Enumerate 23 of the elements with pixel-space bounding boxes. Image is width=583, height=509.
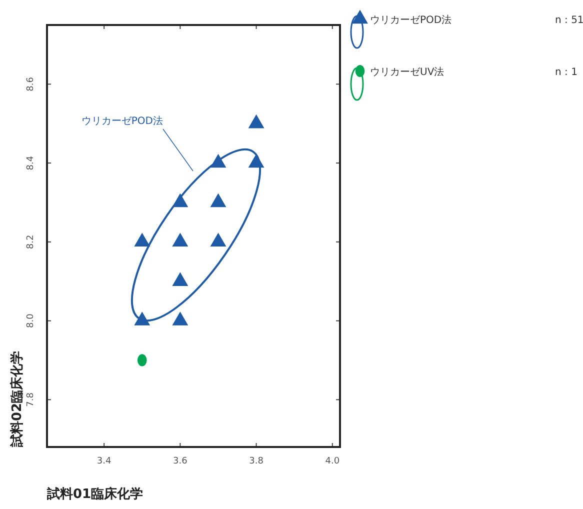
- point: [172, 312, 188, 326]
- x-tick-label: 3.6: [173, 456, 188, 466]
- y-tick-label: 7.8: [26, 392, 36, 407]
- x-tick-label: 3.8: [249, 456, 264, 466]
- y-axis-title: 試料02臨床化学: [9, 350, 25, 448]
- text: n : 51: [555, 15, 583, 26]
- x-axis-title: 試料01臨床化学: [46, 486, 144, 502]
- y-tick-label: 8.6: [26, 76, 36, 92]
- y-tick-label: 8.2: [26, 234, 36, 250]
- text: n : 1: [555, 67, 578, 78]
- point: [172, 272, 188, 286]
- annotation: ウリカーゼPOD法: [81, 115, 163, 127]
- y-tick-label: 8.0: [26, 313, 36, 328]
- x-tick-label: 4.0: [325, 456, 340, 466]
- legend-label: ウリカーゼUV法: [370, 66, 444, 78]
- point: [210, 193, 226, 208]
- point: [248, 114, 264, 128]
- point: [172, 232, 188, 247]
- x-tick-label: 3.4: [96, 456, 112, 466]
- point: [134, 232, 150, 247]
- legend-label: ウリカーゼPOD法: [370, 14, 452, 26]
- point: [210, 232, 226, 247]
- y-tick-label: 8.4: [26, 156, 36, 170]
